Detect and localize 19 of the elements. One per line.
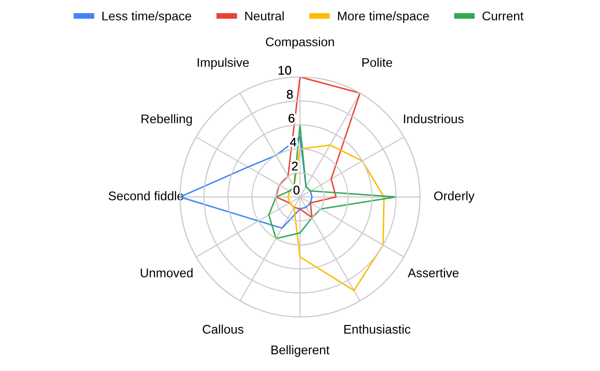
- spoke-label: Belligerent: [271, 345, 330, 357]
- spoke-label: Industrious: [404, 114, 464, 124]
- legend-label: More time/space: [338, 11, 429, 23]
- legend-label: Neutral: [245, 11, 284, 20]
- legend-label: Less time/space: [102, 11, 192, 23]
- y-tick-label: 0: [294, 186, 300, 194]
- spoke-label: Rebelling: [142, 114, 192, 126]
- spoke-label: Orderly: [434, 191, 474, 203]
- spoke-label: Assertive: [408, 268, 459, 278]
- spoke-label: Impulsive: [198, 58, 249, 70]
- legend-label: Current: [482, 12, 524, 20]
- y-tick-label: 10: [278, 66, 292, 75]
- spoke-label: Compassion: [266, 37, 334, 49]
- y-tick-label: 8: [286, 90, 293, 99]
- spoke-label: Callous: [202, 324, 244, 334]
- y-tick-label: 6: [288, 114, 294, 123]
- spoke-label: Polite: [362, 58, 392, 67]
- spoke-label: Unmoved: [140, 268, 193, 278]
- spoke-label: Enthusiastic: [344, 324, 410, 334]
